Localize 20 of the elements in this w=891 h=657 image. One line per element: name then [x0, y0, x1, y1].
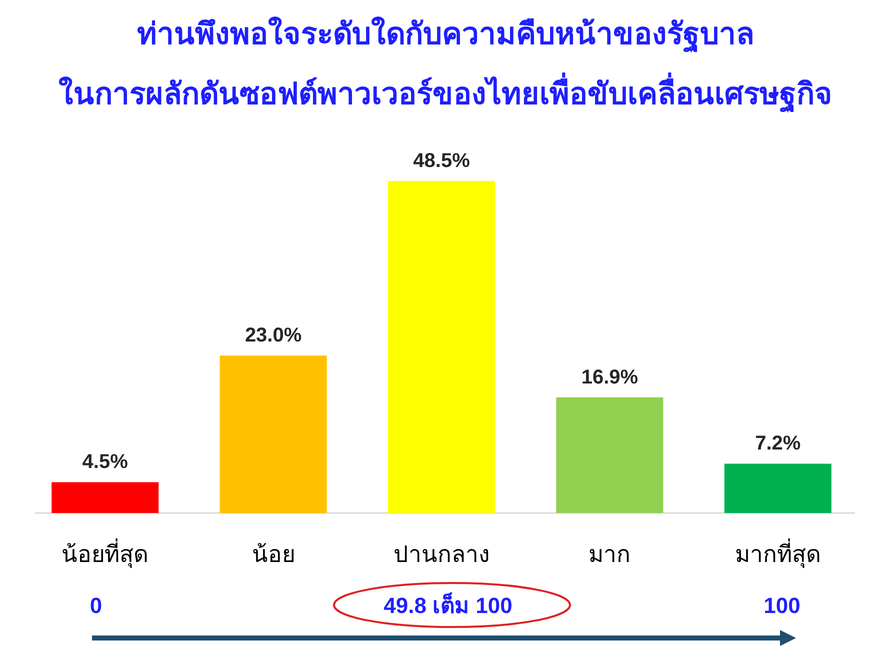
chart-title: ท่านพึงพอใจระดับใดกับความคืบหน้าของรัฐบาล	[137, 16, 754, 54]
data-label: 7.2%	[755, 432, 801, 455]
data-label: 48.5%	[413, 150, 470, 172]
bar	[724, 464, 832, 513]
text: 0	[90, 593, 102, 618]
bar	[52, 482, 159, 513]
chart-subtitle: ในการผลักดันซอฟต์พาวเวอร์ของไทยเพื่อขับเคลื่อนเศรษฐกิจ	[58, 72, 832, 114]
x-tick-label: ปานกลาง	[394, 541, 490, 567]
data-label: 4.5%	[82, 451, 128, 474]
text: 100	[764, 593, 800, 618]
x-tick-label: น้อย	[252, 541, 295, 567]
x-tick-label: มากที่สุด	[734, 538, 821, 568]
data-label: 23.0%	[244, 324, 302, 347]
x-tick-label: น้อยที่สุด	[62, 538, 149, 568]
bar	[220, 356, 327, 513]
x-tick-label: มาก	[588, 541, 631, 567]
data-label: 16.9%	[581, 366, 638, 388]
bar	[556, 397, 664, 513]
text: 49.8 เต็ม 100	[384, 591, 512, 618]
bar	[388, 181, 495, 513]
